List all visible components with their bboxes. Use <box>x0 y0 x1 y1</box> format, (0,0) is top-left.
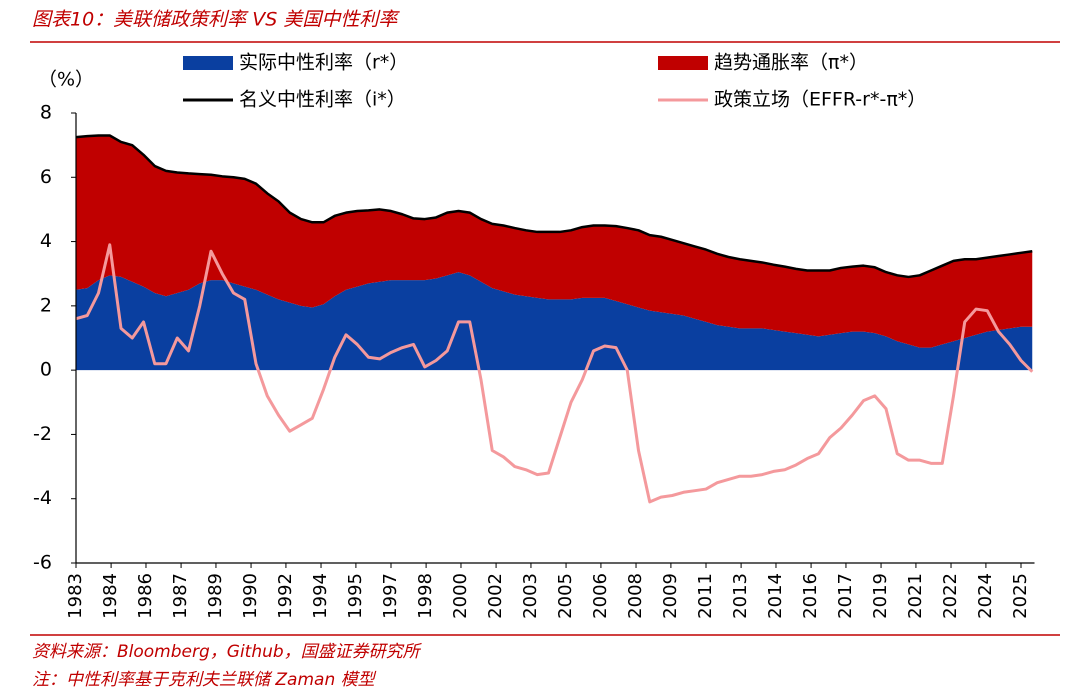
x-tick-label: 1987 <box>170 573 191 619</box>
y-tick-label: 2 <box>40 294 52 316</box>
legend-label: 政策立场（EFFR-r*-π*） <box>714 89 926 111</box>
x-tick-label: 1989 <box>205 573 226 619</box>
x-tick-label: 1986 <box>135 573 156 619</box>
legend-label: 趋势通胀率（π*） <box>714 52 868 74</box>
x-tick-label: 2011 <box>695 573 716 619</box>
y-tick-label: 8 <box>40 102 52 124</box>
x-tick-label: 2019 <box>870 573 891 619</box>
note: 注：中性利率基于克利夫兰联储 Zaman 模型 <box>32 670 377 690</box>
x-tick-label: 2006 <box>590 573 611 619</box>
x-tick-label: 2002 <box>485 573 506 619</box>
legend-swatch <box>658 56 708 70</box>
x-tick-label: 1997 <box>380 573 401 619</box>
legend-swatch <box>183 56 233 70</box>
y-axis-label: （%） <box>38 69 94 91</box>
x-tick-label: 1992 <box>275 573 296 619</box>
plot-area: -6 -4 -2 0 2 4 6 8 1983 1984 1986 1987 1989 1990 1992 1… <box>33 102 1035 619</box>
legend: 实际中性利率（r*） 趋势通胀率（π*） 名义中性利率（i*） 政策立场（EFFR-r… <box>183 52 926 111</box>
y-tick-label: -4 <box>33 487 52 509</box>
x-tick-label: 2008 <box>625 573 646 619</box>
source: 资料来源：Bloomberg，Github，国盛证券研究所 <box>32 642 423 662</box>
x-tick-label: 2013 <box>730 573 751 619</box>
y-tick-label: -2 <box>33 423 52 445</box>
x-tick-label: 2025 <box>1010 573 1031 619</box>
x-tick-label: 2005 <box>555 573 576 619</box>
x-tick-label: 1983 <box>65 573 86 619</box>
y-tick-label: 6 <box>40 166 52 188</box>
x-tick-label: 1995 <box>345 573 366 619</box>
area <box>76 272 1033 371</box>
x-tick-label: 1994 <box>310 573 331 619</box>
y-tick-label: -6 <box>33 552 52 574</box>
legend-label: 名义中性利率（i*） <box>239 89 406 111</box>
x-tick-label: 1984 <box>100 573 121 619</box>
x-tick-label: 2009 <box>660 573 681 619</box>
x-tick-label: 2021 <box>905 573 926 619</box>
x-tick-label: 2003 <box>520 573 541 619</box>
legend-label: 实际中性利率（r*） <box>239 52 408 74</box>
x-tick-label: 2000 <box>450 573 471 619</box>
line <box>75 134 1033 279</box>
x-tick-label: 1998 <box>415 573 436 619</box>
y-tick-label: 4 <box>40 230 52 252</box>
chart-title: 图表10：美联储政策利率 VS 美国中性利率 <box>32 9 400 31</box>
line <box>75 243 1034 504</box>
y-tick-label: 0 <box>40 359 52 381</box>
x-tick-label: 2024 <box>975 573 996 619</box>
x-tick-label: 2014 <box>765 573 786 619</box>
x-tick-label: 1990 <box>240 573 261 619</box>
x-tick-label: 2022 <box>940 573 961 619</box>
x-tick-label: 2016 <box>800 573 821 619</box>
area <box>76 135 1033 348</box>
x-tick-label: 2017 <box>835 573 856 619</box>
